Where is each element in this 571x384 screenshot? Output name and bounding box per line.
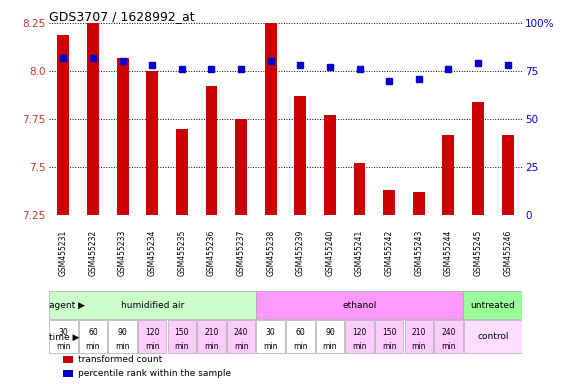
Bar [472,102,484,215]
Bar [58,35,69,215]
Text: min: min [263,342,278,351]
Bar [256,291,463,319]
Bar [413,192,425,215]
Text: min: min [323,342,337,351]
Text: min: min [293,342,308,351]
Text: GSM455236: GSM455236 [207,230,216,276]
Text: 240: 240 [234,328,248,337]
Text: min: min [412,342,426,351]
Text: time ▶: time ▶ [49,333,79,341]
Text: min: min [175,342,189,351]
Text: GSM455242: GSM455242 [385,230,393,276]
Bar [138,320,166,353]
Text: GSM455238: GSM455238 [266,230,275,276]
Bar [316,320,344,353]
Bar [87,23,99,215]
Text: GSM455235: GSM455235 [178,230,186,276]
Bar [434,320,463,353]
Text: min: min [145,342,159,351]
Text: 240: 240 [441,328,456,337]
Text: 120: 120 [145,328,159,337]
Bar [464,320,523,353]
Text: 210: 210 [204,328,219,337]
Bar [108,320,137,353]
Bar [443,134,455,215]
Text: GDS3707 / 1628992_at: GDS3707 / 1628992_at [49,10,194,23]
Bar [116,58,128,215]
Text: GSM455243: GSM455243 [415,230,423,276]
Text: GSM455233: GSM455233 [118,230,127,276]
Text: agent ▶: agent ▶ [49,301,85,310]
Bar [502,134,513,215]
Bar [324,115,336,215]
Text: GSM455246: GSM455246 [503,230,512,276]
Text: min: min [441,342,456,351]
Text: control: control [477,333,509,341]
Text: GSM455232: GSM455232 [89,230,98,276]
Text: 30: 30 [266,328,276,337]
Text: ethanol: ethanol [343,301,377,310]
Text: untreated: untreated [471,301,515,310]
Bar [265,23,276,215]
Text: min: min [352,342,367,351]
Text: 60: 60 [295,328,305,337]
Bar [295,96,306,215]
Text: min: min [234,342,248,351]
Bar [383,190,395,215]
Text: 150: 150 [382,328,396,337]
Bar [146,71,158,215]
Bar [405,320,433,353]
Text: min: min [56,342,71,351]
Text: GSM455240: GSM455240 [325,230,335,276]
Bar [168,320,196,353]
Text: min: min [204,342,219,351]
Text: GSM455234: GSM455234 [148,230,156,276]
Text: GSM455237: GSM455237 [236,230,246,276]
Bar [49,320,78,353]
Bar [63,370,73,377]
Text: 150: 150 [175,328,189,337]
Text: GSM455241: GSM455241 [355,230,364,276]
Bar [79,320,107,353]
Text: min: min [115,342,130,351]
Bar [49,291,256,319]
Text: GSM455239: GSM455239 [296,230,305,276]
Text: 210: 210 [412,328,426,337]
Text: percentile rank within the sample: percentile rank within the sample [78,369,231,378]
Bar [206,86,218,215]
Bar [463,291,522,319]
Text: GSM455231: GSM455231 [59,230,68,276]
Text: 60: 60 [88,328,98,337]
Bar [345,320,374,353]
Bar [375,320,403,353]
Bar [256,320,285,353]
Text: GSM455245: GSM455245 [473,230,482,276]
Text: 90: 90 [325,328,335,337]
Bar [227,320,255,353]
Text: transformed count: transformed count [78,355,163,364]
Text: 120: 120 [352,328,367,337]
Bar [235,119,247,215]
Bar [176,129,188,215]
Bar [286,320,315,353]
Text: GSM455244: GSM455244 [444,230,453,276]
Text: min: min [86,342,100,351]
Bar [353,164,365,215]
Bar [63,356,73,364]
Text: min: min [382,342,396,351]
Text: 30: 30 [58,328,68,337]
Bar [197,320,226,353]
Text: humidified air: humidified air [120,301,184,310]
Text: 90: 90 [118,328,127,337]
